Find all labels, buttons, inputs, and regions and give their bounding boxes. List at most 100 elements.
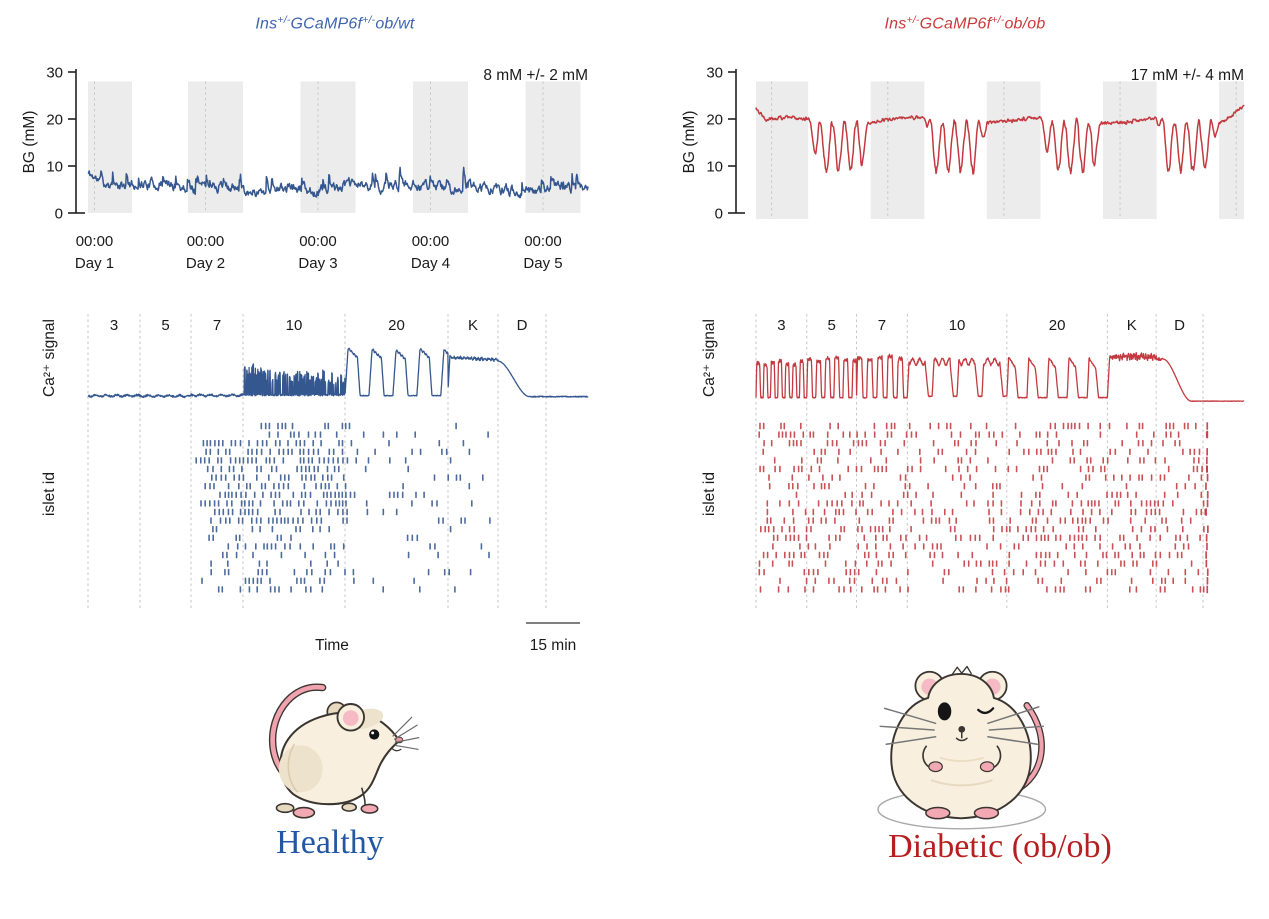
raster-mark xyxy=(792,440,795,447)
raster-mark xyxy=(1158,508,1161,516)
mouse-head-tuft xyxy=(951,665,973,676)
raster-mark xyxy=(342,543,345,550)
raster-mark xyxy=(842,431,845,438)
raster-mark xyxy=(804,508,807,516)
raster-mark xyxy=(1095,526,1097,533)
raster-mark xyxy=(1087,465,1090,473)
raster-mark xyxy=(1187,422,1189,430)
raster-mark xyxy=(1119,534,1121,541)
raster-mark xyxy=(271,526,274,533)
raster-mark xyxy=(1084,560,1086,567)
raster-mark xyxy=(1163,474,1166,481)
raster-mark xyxy=(801,465,803,473)
raster-mark xyxy=(298,431,300,438)
raster-mark xyxy=(413,577,415,584)
raster-mark xyxy=(1166,526,1169,533)
raster-mark xyxy=(1179,534,1181,541)
raster-mark xyxy=(985,577,987,584)
raster-mark xyxy=(975,560,978,567)
raster-mark xyxy=(1054,586,1057,593)
raster-mark xyxy=(824,448,826,455)
raster-mark xyxy=(818,551,821,559)
raster-mark xyxy=(300,508,302,516)
raster-mark xyxy=(1175,534,1177,541)
raster-mark xyxy=(805,534,808,541)
raster-mark xyxy=(488,551,490,559)
raster-mark xyxy=(816,457,819,464)
raster-mark xyxy=(849,569,852,576)
raster-mark xyxy=(1062,422,1065,430)
x-tick-day: Day 5 xyxy=(523,255,562,272)
raster-mark xyxy=(766,508,769,516)
raster-mark xyxy=(290,586,292,593)
raster-mark xyxy=(1085,551,1088,559)
raster-mark xyxy=(326,491,328,498)
raster-mark xyxy=(890,560,892,567)
raster-mark xyxy=(842,508,845,516)
raster-mark xyxy=(829,543,831,550)
raster-mark xyxy=(1079,448,1082,455)
raster-mark xyxy=(775,551,777,559)
mouse-eye-patch xyxy=(937,702,952,721)
raster-mark xyxy=(287,448,289,455)
raster-mark xyxy=(777,586,780,593)
night-band xyxy=(756,81,809,220)
raster-mark xyxy=(303,457,305,464)
raster-mark xyxy=(301,474,303,481)
raster-mark xyxy=(1153,500,1156,507)
raster-mark xyxy=(1127,457,1129,464)
raster-mark xyxy=(1054,422,1056,430)
raster-mark xyxy=(210,569,212,576)
raster-mark xyxy=(1186,534,1189,541)
raster-mark xyxy=(980,560,982,567)
raster-mark xyxy=(336,483,339,490)
raster-mark xyxy=(273,457,276,464)
raster-mark xyxy=(1106,569,1109,576)
raster-mark xyxy=(367,457,370,464)
raster-mark xyxy=(209,500,211,507)
raster-mark xyxy=(931,560,934,567)
raster-mark xyxy=(1117,551,1120,559)
raster-mark xyxy=(963,560,965,567)
calcium-panel-healthy: Ca²⁺ signal islet id Time 15 min 3 5 7 10 20… xyxy=(41,314,589,654)
mouse-paw-left xyxy=(928,761,943,773)
raster-mark xyxy=(236,543,239,550)
raster-mark xyxy=(822,474,824,481)
raster-mark xyxy=(876,586,879,593)
raster-mark xyxy=(845,560,847,567)
raster-mark xyxy=(1150,474,1153,481)
raster-mark xyxy=(411,534,414,541)
raster-mark xyxy=(1031,517,1034,524)
raster-mark xyxy=(960,534,962,541)
raster-mark xyxy=(991,560,994,567)
genotype-title-healthy: Ins+/-GCaMP6f+/-ob/wt xyxy=(85,14,585,34)
raster-mark xyxy=(1152,560,1154,567)
raster-mark xyxy=(291,422,294,430)
raster-mark xyxy=(820,448,823,455)
raster-mark xyxy=(270,491,272,498)
raster-mark xyxy=(455,474,458,481)
raster-mark xyxy=(1105,551,1108,559)
raster-mark xyxy=(1051,457,1054,464)
raster-mark xyxy=(885,457,888,464)
raster-mark xyxy=(431,500,433,507)
raster-mark xyxy=(759,465,761,473)
raster-mark xyxy=(870,491,873,498)
raster-mark xyxy=(992,534,994,541)
raster-mark xyxy=(788,526,791,533)
raster-mark xyxy=(1037,508,1040,516)
raster-mark xyxy=(1199,534,1201,541)
diabetic-caption: Diabetic (ob/ob) xyxy=(888,828,1112,865)
raster-mark xyxy=(222,440,224,447)
raster-mark xyxy=(958,586,960,593)
raster-mark xyxy=(327,422,330,430)
raster-mark xyxy=(866,508,869,516)
raster-mark xyxy=(308,508,310,516)
raster-mark xyxy=(910,431,913,438)
raster-mark xyxy=(445,448,448,455)
x-tick-day: Day 1 xyxy=(75,255,114,272)
raster-mark xyxy=(1081,517,1084,524)
raster-mark xyxy=(462,440,465,447)
raster-mark xyxy=(871,577,874,584)
raster-mark xyxy=(233,474,235,481)
